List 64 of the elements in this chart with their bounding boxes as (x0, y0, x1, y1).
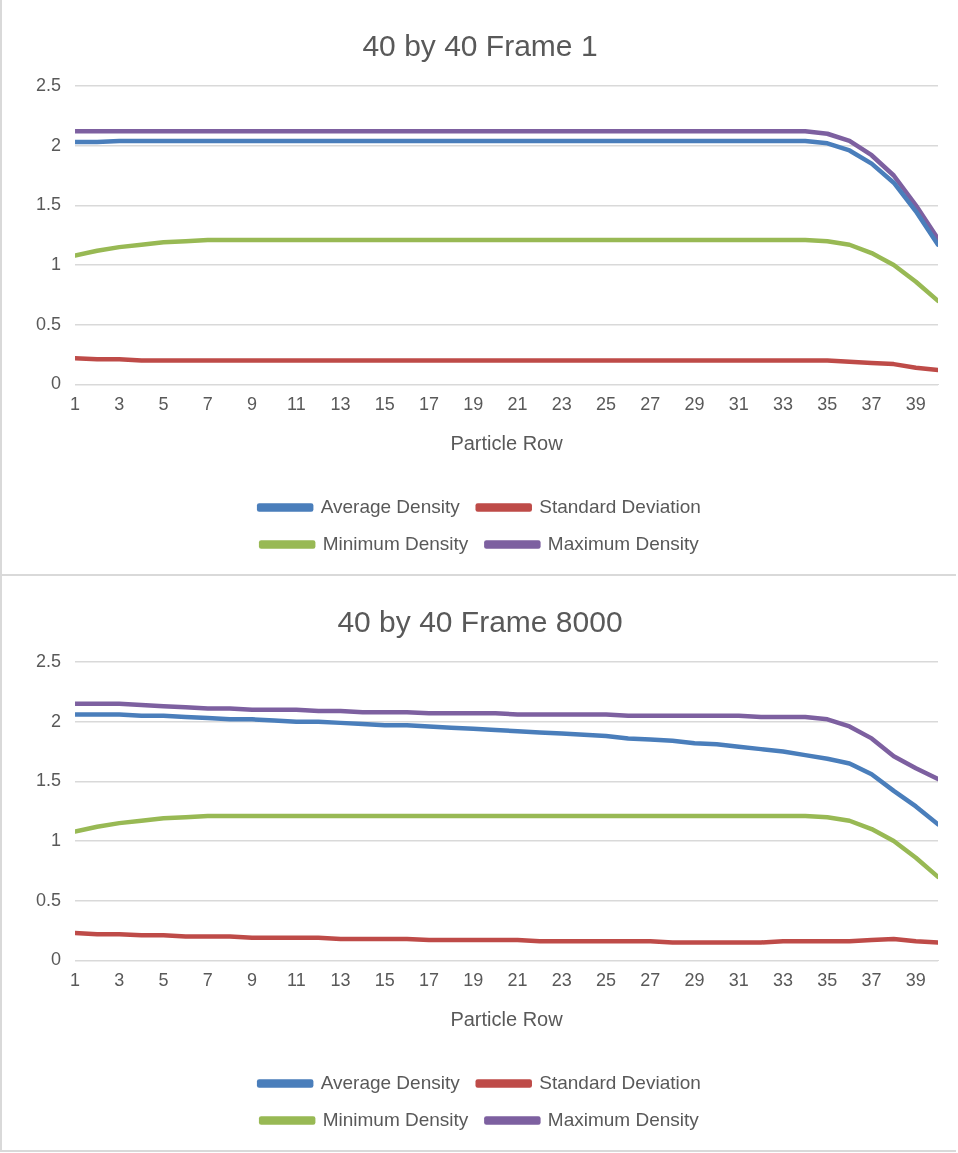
x-tick-label: 25 (596, 394, 617, 415)
y-tick-label: 0.5 (35, 313, 62, 334)
y-tick-label: 2.5 (35, 650, 62, 671)
legend-label: Minimum Density (322, 1108, 469, 1130)
x-tick-label: 23 (551, 970, 572, 991)
legend-label: Maximum Density (547, 1108, 700, 1130)
x-tick-label: 21 (507, 970, 528, 991)
y-tick-label: 1 (51, 830, 62, 851)
x-tick-label: 35 (817, 970, 838, 991)
x-tick-label: 11 (286, 970, 306, 991)
x-tick-label: 1 (70, 970, 81, 991)
x-tick-label: 19 (463, 970, 484, 991)
y-tick-label: 2.5 (35, 74, 62, 95)
chart-title: 40 by 40 Frame 1 (362, 29, 598, 63)
x-tick-label: 13 (330, 394, 351, 415)
x-tick-label: 39 (905, 394, 926, 415)
x-tick-label: 9 (247, 970, 258, 991)
x-tick-label: 31 (728, 394, 749, 415)
legend-label: Minimum Density (322, 532, 469, 554)
y-tick-label: 1.5 (35, 194, 62, 215)
x-tick-label: 33 (773, 970, 794, 991)
legend-label: Maximum Density (547, 532, 700, 554)
x-tick-label: 9 (247, 394, 258, 415)
x-tick-label: 17 (419, 970, 440, 991)
x-tick-label: 5 (158, 394, 169, 415)
y-tick-label: 0 (51, 373, 62, 394)
y-tick-label: 0.5 (35, 889, 62, 910)
y-tick-label: 0 (51, 949, 62, 970)
x-tick-label: 7 (202, 970, 213, 991)
x-tick-label: 7 (202, 394, 213, 415)
x-tick-label: 13 (330, 970, 351, 991)
x-tick-label: 27 (640, 970, 661, 991)
legend-label: Standard Deviation (539, 1071, 701, 1093)
x-tick-label: 31 (728, 970, 749, 991)
x-tick-label: 3 (114, 970, 125, 991)
legend-label: Average Density (320, 495, 461, 517)
x-tick-label: 27 (640, 394, 661, 415)
x-tick-label: 23 (551, 394, 572, 415)
x-tick-label: 5 (158, 970, 169, 991)
y-tick-label: 2 (51, 134, 62, 155)
x-tick-label: 3 (114, 394, 125, 415)
x-tick-label: 15 (374, 394, 395, 415)
y-tick-label: 2 (51, 710, 62, 731)
x-tick-label: 1 (70, 394, 81, 415)
y-tick-label: 1.5 (35, 770, 62, 791)
x-tick-label: 39 (905, 970, 926, 991)
x-tick-label: 37 (861, 970, 882, 991)
x-tick-label: 15 (374, 970, 395, 991)
x-tick-label: 29 (684, 970, 705, 991)
x-tick-label: 25 (596, 970, 617, 991)
x-tick-label: 37 (861, 394, 882, 415)
legend-label: Average Density (320, 1071, 461, 1093)
chart-title: 40 by 40 Frame 8000 (337, 605, 623, 639)
x-tick-label: 33 (773, 394, 794, 415)
x-tick-label: 11 (286, 394, 306, 415)
x-tick-label: 17 (419, 394, 440, 415)
x-tick-label: 35 (817, 394, 838, 415)
x-axis-title: Particle Row (450, 1007, 564, 1030)
x-tick-label: 19 (463, 394, 484, 415)
x-tick-label: 29 (684, 394, 705, 415)
x-axis-title: Particle Row (450, 431, 564, 454)
legend-label: Standard Deviation (539, 495, 701, 517)
x-tick-label: 21 (507, 394, 528, 415)
y-tick-label: 1 (51, 254, 62, 275)
